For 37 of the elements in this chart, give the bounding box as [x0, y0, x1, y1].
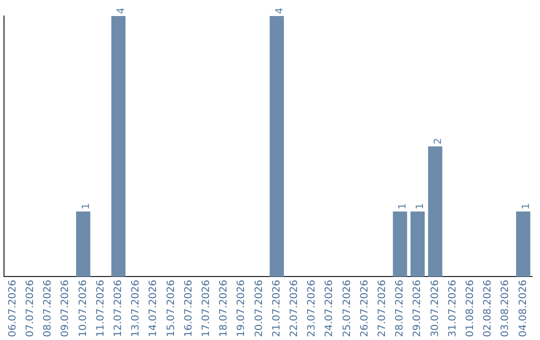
- data-label: 2: [432, 138, 444, 144]
- x-tick-label: 24.07.2026: [324, 280, 336, 338]
- x-tick-label: 23.07.2026: [306, 280, 318, 338]
- x-tick-label: 09.07.2026: [60, 280, 72, 338]
- x-tick-label: 03.08.2026: [500, 280, 512, 338]
- x-tick-label: 02.08.2026: [482, 280, 494, 338]
- data-label: 1: [80, 203, 92, 210]
- x-tick-label: 10.07.2026: [78, 280, 89, 338]
- data-label: 1: [415, 203, 426, 210]
- x-tick-label: 25.07.2026: [342, 280, 353, 338]
- data-label: 4: [274, 8, 286, 14]
- x-tick-label: 28.07.2026: [394, 280, 406, 338]
- x-tick-label: 27.07.2026: [376, 280, 388, 338]
- x-tick-label: 30.07.2026: [430, 280, 441, 338]
- x-tick-label: 29.07.2026: [412, 280, 424, 338]
- x-tick-label: 01.08.2026: [464, 280, 476, 338]
- x-tick-label: 16.07.2026: [183, 280, 194, 338]
- x-tick-label: 18.07.2026: [218, 280, 230, 338]
- x-tick-label: 19.07.2026: [236, 280, 248, 338]
- x-tick-label: 22.07.2026: [288, 280, 300, 338]
- x-tick-label: 17.07.2026: [200, 280, 212, 338]
- x-tick-label: 14.07.2026: [148, 280, 160, 338]
- data-label: 4: [116, 8, 127, 14]
- x-tick-label: 15.07.2026: [166, 280, 177, 338]
- x-tick-label: 21.07.2026: [271, 280, 282, 338]
- x-tick-label: 06.07.2026: [7, 280, 18, 338]
- data-label: 1: [398, 203, 409, 210]
- x-tick-label: 31.07.2026: [447, 280, 458, 338]
- data-label: 1: [520, 203, 532, 210]
- x-tick-label: 12.07.2026: [112, 280, 124, 338]
- x-tick-label: 20.07.2026: [254, 280, 265, 338]
- x-tick-label: 13.07.2026: [130, 280, 142, 338]
- x-tick-label: 07.07.2026: [24, 280, 36, 338]
- x-tick-label: 08.07.2026: [42, 280, 54, 338]
- x-tick-label: 26.07.2026: [359, 280, 370, 338]
- x-tick-label: 11.07.2026: [95, 280, 106, 338]
- x-tick-label: 04.08.2026: [518, 280, 529, 338]
